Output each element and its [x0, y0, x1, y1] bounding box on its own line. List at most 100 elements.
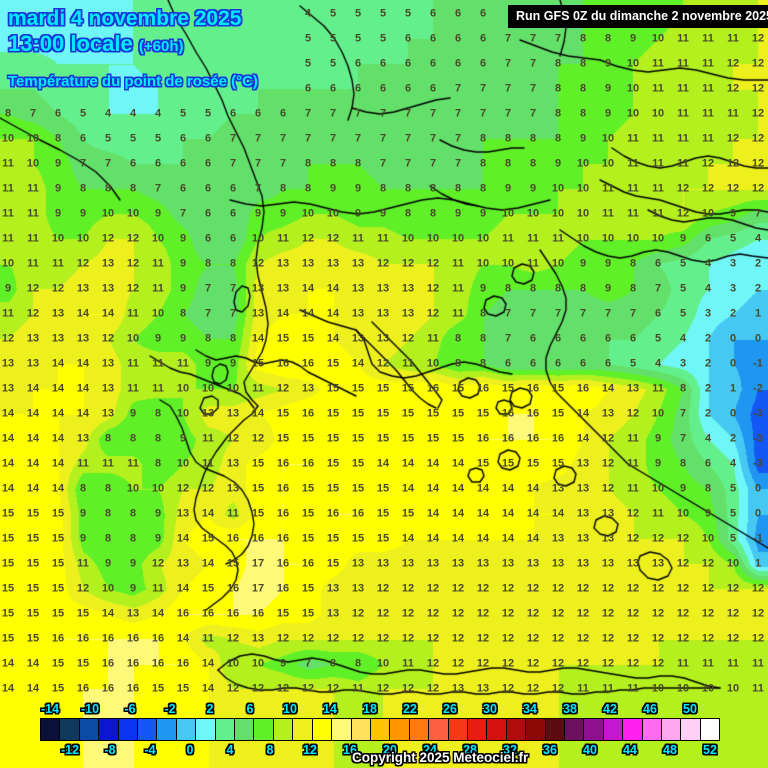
grid-value: 5 — [204, 107, 212, 120]
grid-value: 16 — [176, 607, 190, 620]
grid-value: 10 — [126, 332, 140, 345]
grid-value: 7 — [229, 132, 237, 145]
grid-value: 13 — [76, 432, 90, 445]
grid-value: 11 — [402, 357, 414, 370]
grid-value: 15 — [1, 507, 15, 520]
grid-value: 8 — [304, 182, 312, 195]
grid-value: 6 — [229, 182, 237, 195]
grid-value: 16 — [251, 532, 265, 545]
grid-value: 8 — [579, 57, 587, 70]
grid-value: 5 — [729, 507, 737, 520]
grid-value: 9 — [54, 182, 62, 195]
legend-swatch — [545, 719, 565, 740]
grid-value: 12 — [1, 332, 15, 345]
grid-value: 6 — [454, 7, 462, 20]
grid-value: 16 — [301, 457, 315, 470]
legend-swatch — [351, 719, 371, 740]
grid-value: 15 — [526, 457, 540, 470]
grid-value: 4 — [754, 232, 762, 245]
legend-tick: 22 — [403, 702, 417, 716]
grid-value: 14 — [501, 532, 515, 545]
grid-value: 11 — [727, 32, 739, 45]
grid-value: 7 — [504, 32, 512, 45]
grid-value: 11 — [627, 182, 639, 195]
grid-value: 12 — [526, 607, 540, 620]
grid-value: 16 — [226, 532, 240, 545]
legend-tick: -8 — [104, 743, 116, 757]
grid-value: 16 — [126, 682, 140, 695]
grid-value: 11 — [577, 682, 589, 695]
legend-swatch — [138, 719, 158, 740]
grid-value: 12 — [626, 532, 640, 545]
grid-value: 10 — [151, 482, 165, 495]
grid-value: 7 — [579, 307, 587, 320]
grid-value: 7 — [79, 157, 87, 170]
legend-tick: 14 — [323, 702, 337, 716]
grid-value: 14 — [276, 307, 290, 320]
grid-value: 15 — [326, 382, 340, 395]
grid-value: 8 — [79, 182, 87, 195]
grid-value: 10 — [301, 207, 315, 220]
grid-value: 9 — [354, 182, 362, 195]
grid-value: 15 — [251, 482, 265, 495]
grid-value: 16 — [426, 382, 440, 395]
grid-value: 15 — [376, 432, 390, 445]
grid-value: 11 — [652, 157, 664, 170]
grid-value: 7 — [504, 307, 512, 320]
grid-value: 11 — [152, 357, 164, 370]
grid-value: 11 — [627, 432, 639, 445]
grid-value: 12 — [726, 632, 740, 645]
forecast-date-label: mardi 4 novembre 2025 — [8, 7, 242, 30]
grid-value: 0 — [729, 407, 737, 420]
grid-value: 7 — [204, 282, 212, 295]
legend-swatch — [448, 719, 468, 740]
legend-swatch — [215, 719, 236, 740]
grid-value: 7 — [629, 307, 637, 320]
legend-swatch — [332, 719, 352, 740]
grid-value: 13 — [576, 507, 590, 520]
grid-value: 8 — [104, 507, 112, 520]
grid-value: 10 — [126, 207, 140, 220]
grid-value: 12 — [376, 607, 390, 620]
grid-value: 8 — [129, 182, 137, 195]
grid-value: 14 — [601, 382, 615, 395]
grid-value: 9 — [654, 432, 662, 445]
grid-value: 14 — [251, 332, 265, 345]
grid-value: 14 — [501, 482, 515, 495]
grid-value: 11 — [627, 207, 639, 220]
grid-value: 12 — [726, 157, 740, 170]
grid-value: 11 — [652, 57, 664, 70]
grid-value: 12 — [276, 632, 290, 645]
grid-value: 11 — [452, 282, 464, 295]
grid-value: 16 — [151, 657, 165, 670]
grid-value: 6 — [404, 57, 412, 70]
grid-value: 13 — [651, 557, 665, 570]
grid-value: 10 — [626, 57, 640, 70]
grid-value: 11 — [552, 232, 564, 245]
grid-value: 12 — [451, 657, 465, 670]
grid-value: 14 — [1, 457, 15, 470]
grid-value: 12 — [51, 282, 65, 295]
grid-value: 12 — [426, 607, 440, 620]
grid-value: 13 — [551, 532, 565, 545]
grid-value: 9 — [179, 432, 187, 445]
grid-value: 15 — [551, 457, 565, 470]
grid-value: 11 — [2, 157, 14, 170]
grid-value: 9 — [329, 182, 337, 195]
grid-value: 12 — [676, 607, 690, 620]
grid-value: 12 — [501, 607, 515, 620]
grid-value: 12 — [76, 582, 90, 595]
grid-value: 14 — [526, 507, 540, 520]
grid-value: 16 — [526, 382, 540, 395]
grid-value: 16 — [576, 382, 590, 395]
grid-value: 15 — [1, 532, 15, 545]
color-scale-legend[interactable] — [40, 718, 720, 741]
grid-value: -3 — [753, 457, 763, 470]
grid-value: 9 — [454, 207, 462, 220]
grid-value: 12 — [376, 257, 390, 270]
grid-value: 7 — [479, 107, 487, 120]
grid-value: 6 — [329, 82, 337, 95]
grid-value: 15 — [351, 382, 365, 395]
grid-value: 10 — [526, 207, 540, 220]
grid-value: 8 — [679, 382, 687, 395]
